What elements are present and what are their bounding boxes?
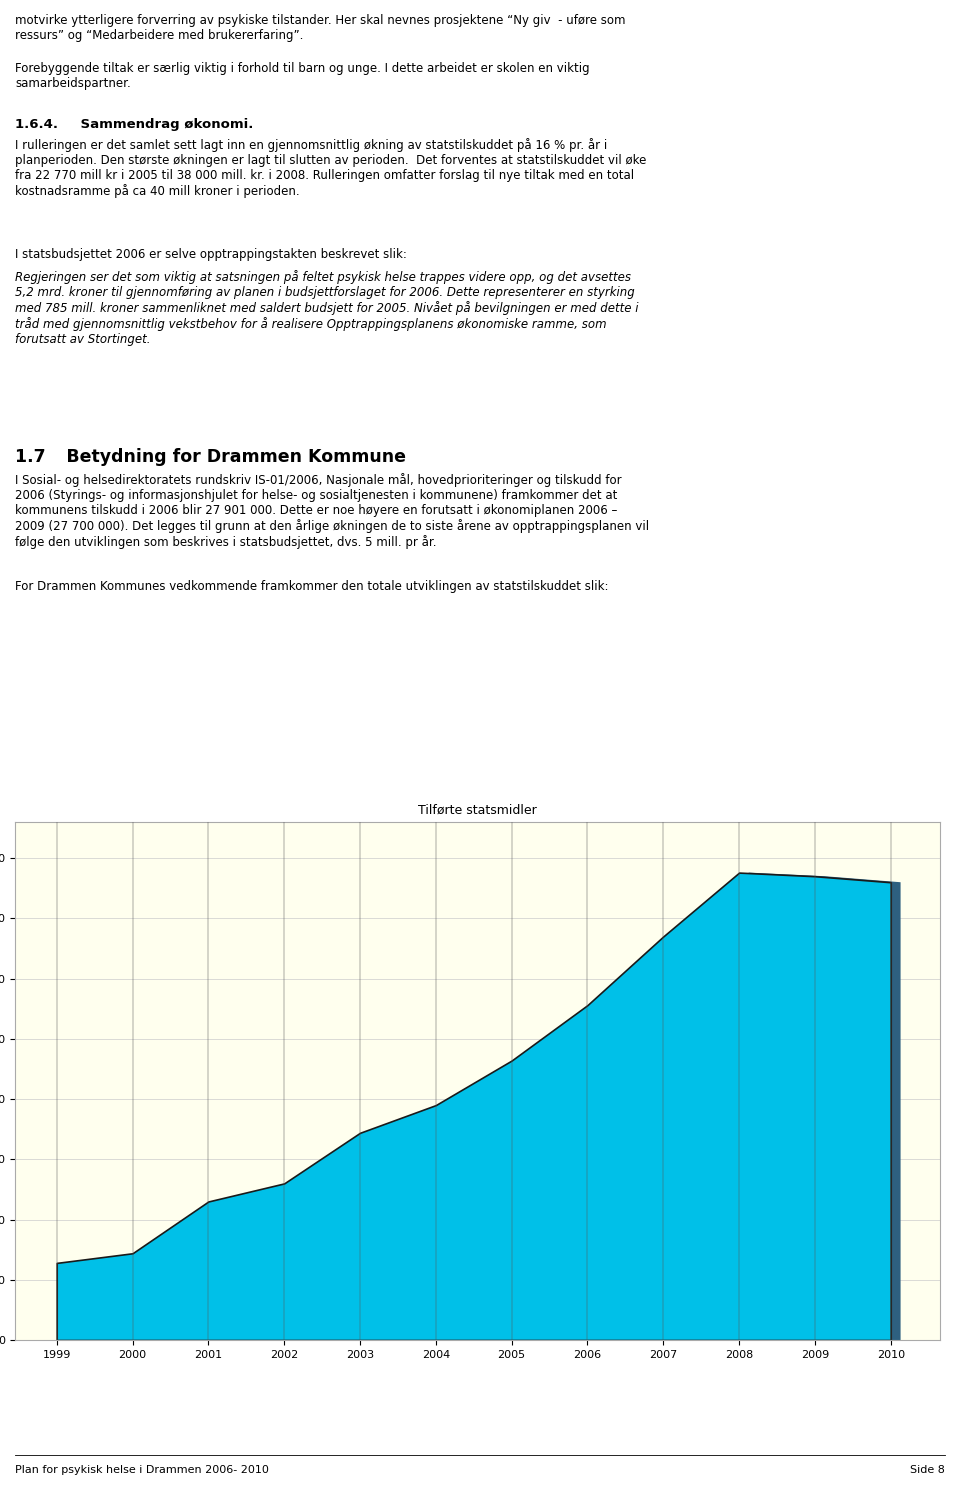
Text: Side 8: Side 8 [910, 1464, 945, 1475]
Text: Plan for psykisk helse i Drammen 2006- 2010: Plan for psykisk helse i Drammen 2006- 2… [15, 1464, 269, 1475]
Text: I statsbudsjettet 2006 er selve opptrappingstakten beskrevet slik:: I statsbudsjettet 2006 er selve opptrapp… [15, 248, 407, 261]
Text: I rulleringen er det samlet sett lagt inn en gjennomsnittlig økning av statstils: I rulleringen er det samlet sett lagt in… [15, 138, 646, 198]
Polygon shape [66, 873, 900, 1340]
Text: motvirke ytterligere forverring av psykiske tilstander. Her skal nevnes prosjekt: motvirke ytterligere forverring av psyki… [15, 14, 626, 42]
Text: 1.7   Betydning for Drammen Kommune: 1.7 Betydning for Drammen Kommune [15, 448, 406, 466]
Text: 1.6.4.   Sammendrag økonomi.: 1.6.4. Sammendrag økonomi. [15, 119, 253, 131]
Text: Forebyggende tiltak er særlig viktig i forhold til barn og unge. I dette arbeide: Forebyggende tiltak er særlig viktig i f… [15, 62, 589, 90]
Text: Regjeringen ser det som viktig at satsningen på feltet psykisk helse trappes vid: Regjeringen ser det som viktig at satsni… [15, 270, 638, 347]
Text: For Drammen Kommunes vedkommende framkommer den totale utviklingen av statstilsk: For Drammen Kommunes vedkommende framkom… [15, 580, 609, 593]
Text: I Sosial- og helsedirektoratets rundskriv IS-01/2006, Nasjonale mål, hovedpriori: I Sosial- og helsedirektoratets rundskri… [15, 473, 649, 550]
Title: Tilførte statsmidler: Tilførte statsmidler [419, 804, 537, 817]
